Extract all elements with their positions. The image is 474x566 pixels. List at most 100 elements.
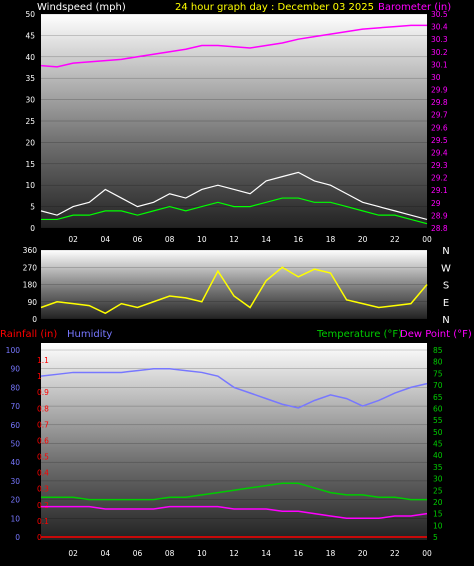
temperature-ytick-label: 40 xyxy=(433,451,443,460)
compass-label: W xyxy=(441,263,451,274)
wind-xtick-label: 20 xyxy=(358,235,368,244)
barometer-ytick-label: 29.1 xyxy=(431,186,448,195)
wind-xtick-label: 16 xyxy=(294,235,304,244)
wind-ytick-label: 40 xyxy=(25,53,35,62)
direction-ytick-label: 0 xyxy=(32,315,37,324)
direction-line xyxy=(40,266,428,315)
humidity-label: Humidity xyxy=(67,329,112,340)
wind-ytick-label: 30 xyxy=(25,96,35,105)
humidity-ytick-label: 0 xyxy=(15,533,20,542)
climate-xtick-label: 10 xyxy=(197,549,207,558)
climate-xtick-label: 00 xyxy=(422,549,432,558)
wind-xtick-label: 18 xyxy=(326,235,336,244)
rain-ytick-label: 1.1 xyxy=(37,356,49,365)
temperature-line xyxy=(41,482,427,501)
temperature-ytick-label: 65 xyxy=(433,393,443,402)
barometer-ytick-label: 29.2 xyxy=(431,174,448,183)
climate-panel-bg xyxy=(41,343,427,540)
climate-xtick-label: 04 xyxy=(101,549,111,558)
compass-label: N xyxy=(442,315,449,326)
temperature-ytick-label: 20 xyxy=(433,498,443,507)
dewpoint-label: Dew Point (°F) xyxy=(400,329,472,340)
graph-title: 24 hour graph day : December 03 2025 xyxy=(175,2,374,13)
wind-xtick-label: 22 xyxy=(390,235,400,244)
temperature-label: Temperature (°F) xyxy=(316,329,402,340)
climate-xtick-label: 20 xyxy=(358,549,368,558)
wind-xtick-label: 00 xyxy=(422,235,432,244)
direction-ytick-label: 270 xyxy=(23,263,38,272)
humidity-ytick-label: 60 xyxy=(10,421,20,430)
humidity-ytick-label: 80 xyxy=(10,383,20,392)
wind-xtick-label: 14 xyxy=(261,235,271,244)
wind-ytick-label: 20 xyxy=(25,138,35,147)
wind-xtick-label: 02 xyxy=(68,235,78,244)
barometer-ytick-label: 29.6 xyxy=(431,123,448,132)
barometer-ytick-label: 29.5 xyxy=(431,136,448,145)
climate-xtick-label: 06 xyxy=(133,549,143,558)
rain-ytick-label: 0 xyxy=(37,533,42,542)
barometer-ytick-label: 30.3 xyxy=(431,35,448,44)
barometer-ytick-label: 30.4 xyxy=(431,23,448,32)
rain-ytick-label: 0.1 xyxy=(37,517,49,526)
wind-ytick-label: 15 xyxy=(25,160,35,169)
barometer-ytick-label: 28.8 xyxy=(431,224,448,233)
humidity-ytick-label: 90 xyxy=(10,365,20,374)
wind-xtick-label: 08 xyxy=(165,235,175,244)
climate-xtick-label: 18 xyxy=(326,549,336,558)
rain-ytick-label: 0.6 xyxy=(37,436,49,445)
humidity-ytick-label: 40 xyxy=(10,458,20,467)
barometer-ytick-label: 29.4 xyxy=(431,148,448,157)
temperature-ytick-label: 55 xyxy=(433,416,443,425)
humidity-ytick-label: 20 xyxy=(10,496,20,505)
barometer-ytick-label: 30 xyxy=(431,73,441,82)
rain-ytick-label: 0.9 xyxy=(37,388,49,397)
compass-label: N xyxy=(442,246,449,257)
windspeed-line xyxy=(40,171,428,221)
temperature-ytick-label: 80 xyxy=(433,358,443,367)
barometer-label: Barometer (in) xyxy=(378,2,451,13)
direction-ytick-label: 90 xyxy=(27,298,37,307)
temperature-ytick-label: 35 xyxy=(433,463,443,472)
compass-label: E xyxy=(443,298,449,309)
rain-ytick-label: 0.4 xyxy=(37,469,49,478)
temperature-ytick-label: 60 xyxy=(433,404,443,413)
barometer-ytick-label: 29.8 xyxy=(431,98,448,107)
rain-ytick-label: 0.8 xyxy=(37,404,49,413)
barometer-ytick-label: 30.2 xyxy=(431,48,448,57)
climate-xtick-label: 02 xyxy=(68,549,78,558)
wind-panel-bg xyxy=(41,14,427,228)
humidity-ytick-label: 10 xyxy=(10,514,20,523)
wind-ytick-label: 5 xyxy=(30,203,35,212)
barometer-ytick-label: 29.7 xyxy=(431,111,448,120)
rain-ytick-label: 0.2 xyxy=(37,501,49,510)
temperature-ytick-label: 30 xyxy=(433,475,443,484)
rain-ytick-label: 1 xyxy=(37,372,42,381)
temperature-ytick-label: 75 xyxy=(433,369,443,378)
direction-ytick-label: 180 xyxy=(23,281,38,290)
dewpoint-line xyxy=(41,505,428,520)
temperature-ytick-label: 50 xyxy=(433,428,443,437)
temperature-ytick-label: 25 xyxy=(433,486,443,495)
wind-ytick-label: 0 xyxy=(30,224,35,233)
barometer-line xyxy=(40,24,427,68)
barometer-ytick-label: 28.9 xyxy=(431,211,448,220)
barometer-ytick-label: 29.3 xyxy=(431,161,448,170)
direction-panel-bg xyxy=(41,250,427,319)
temperature-ytick-label: 85 xyxy=(433,346,443,355)
barometer-ytick-label: 29.9 xyxy=(431,86,448,95)
wind-xtick-label: 10 xyxy=(197,235,207,244)
climate-xtick-label: 14 xyxy=(261,549,271,558)
barometer-ytick-label: 30.1 xyxy=(431,60,448,69)
climate-xtick-label: 08 xyxy=(165,549,175,558)
climate-xtick-label: 16 xyxy=(294,549,304,558)
barometer-ytick-label: 29 xyxy=(431,199,441,208)
wind-average-line xyxy=(41,197,428,225)
wind-xtick-label: 04 xyxy=(101,235,111,244)
humidity-line xyxy=(40,367,428,409)
humidity-ytick-label: 70 xyxy=(10,402,20,411)
temperature-ytick-label: 15 xyxy=(433,510,443,519)
rain-ytick-label: 0.7 xyxy=(37,420,49,429)
wind-xtick-label: 06 xyxy=(133,235,143,244)
wind-ytick-label: 50 xyxy=(25,10,35,19)
temperature-ytick-label: 5 xyxy=(433,533,438,542)
